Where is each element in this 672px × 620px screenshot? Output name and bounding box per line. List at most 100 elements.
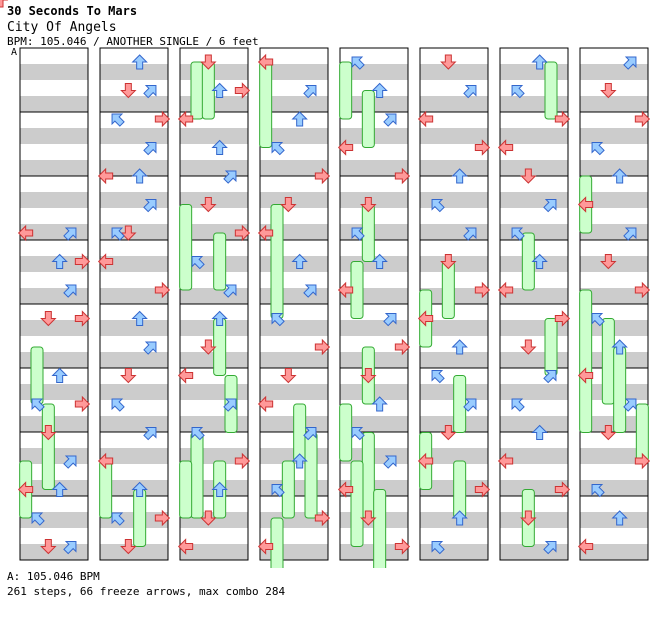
beat-stripe: [20, 288, 88, 304]
beat-stripe: [420, 320, 488, 336]
step-arrow: [554, 110, 571, 128]
freeze-arrow: [259, 61, 273, 148]
song-title: City Of Angels: [7, 20, 117, 35]
freeze-arrow: [339, 61, 353, 120]
step-arrow: [303, 284, 317, 298]
step-arrow: [431, 199, 445, 213]
step-arrow: [371, 396, 388, 412]
freeze-arrow: [601, 318, 615, 405]
step-arrow: [303, 85, 317, 99]
step-arrow: [431, 370, 445, 384]
step-chart: [0, 0, 651, 568]
step-arrow: [451, 510, 468, 526]
column-border: [179, 47, 249, 561]
step-arrow: [463, 398, 477, 412]
beat-stripe: [20, 96, 88, 112]
step-arrow: [611, 168, 628, 184]
beat-stripe: [500, 448, 568, 464]
step-arrow: [371, 82, 388, 98]
beat-stripe: [340, 320, 408, 336]
step-arrow: [531, 253, 548, 269]
step-arrow: [360, 510, 377, 526]
beat-stripe: [20, 128, 88, 144]
step-arrow: [497, 452, 514, 470]
step-arrow: [623, 398, 637, 412]
beat-stripe: [20, 160, 88, 176]
freeze-arrow: [190, 61, 204, 120]
step-arrow: [511, 227, 525, 241]
step-arrow: [223, 170, 237, 184]
song-artist: 30 Seconds To Mars: [7, 4, 138, 18]
step-arrow: [143, 199, 157, 213]
freeze-arrow: [133, 489, 147, 547]
step-arrow: [634, 281, 651, 299]
step-arrow: [623, 227, 637, 241]
step-arrow: [234, 452, 251, 470]
step-arrow: [17, 224, 34, 242]
step-arrow: [417, 452, 434, 470]
step-arrow: [497, 139, 514, 156]
step-arrow: [383, 313, 397, 327]
freeze-arrow: [213, 232, 227, 291]
beat-stripe: [420, 160, 488, 176]
freeze-arrow: [99, 460, 113, 519]
step-arrow: [177, 367, 194, 384]
step-arrow: [314, 338, 331, 356]
step-arrow: [120, 83, 137, 99]
beat-stripe: [580, 544, 648, 560]
step-arrow: [291, 453, 308, 469]
beat-stripe: [500, 288, 568, 304]
beat-stripe: [420, 544, 488, 560]
step-arrow: [211, 82, 228, 98]
beat-stripe: [100, 384, 168, 400]
beat-stripe: [580, 256, 648, 272]
freeze-arrow: [30, 346, 44, 405]
freeze-arrow: [339, 403, 353, 462]
section-marker: A: [11, 47, 18, 58]
step-arrow: [131, 168, 148, 184]
beat-stripe: [100, 320, 168, 336]
step-arrow: [40, 539, 57, 555]
beat-stripe: [180, 192, 248, 208]
step-arrow: [111, 512, 125, 526]
step-arrow: [143, 341, 157, 355]
freeze-arrow: [179, 204, 193, 291]
beat-stripe: [100, 544, 168, 560]
beat-stripe: [100, 224, 168, 240]
beat-stripe: [500, 320, 568, 336]
beat-stripe: [340, 64, 408, 80]
beat-stripe: [340, 160, 408, 176]
step-arrow: [314, 509, 331, 527]
beat-stripe: [180, 288, 248, 304]
beat-stripe: [580, 64, 648, 80]
step-arrow: [474, 481, 491, 498]
freeze-arrow: [270, 204, 284, 319]
step-arrow: [74, 253, 91, 270]
beat-stripe: [580, 192, 648, 208]
beat-stripe: [260, 160, 328, 176]
step-arrow: [154, 281, 171, 299]
freeze-arrow: [544, 318, 558, 376]
step-arrow: [280, 368, 297, 384]
freeze-arrow: [281, 460, 295, 519]
beat-stripe: [100, 352, 168, 368]
beat-stripe: [180, 384, 248, 400]
freeze-arrow: [293, 403, 307, 462]
beat-stripe: [180, 544, 248, 560]
step-arrow: [51, 481, 68, 497]
step-arrow: [154, 110, 171, 128]
step-arrow: [623, 56, 637, 70]
step-arrow: [360, 368, 377, 384]
step-arrow: [40, 311, 57, 327]
step-arrow: [120, 225, 137, 241]
step-arrow: [577, 367, 594, 384]
freeze-arrow: [453, 460, 467, 519]
step-arrow: [234, 224, 251, 242]
step-arrow: [257, 224, 274, 242]
freeze-arrow: [361, 432, 375, 519]
step-arrow: [120, 368, 137, 384]
step-arrow: [291, 253, 308, 269]
beat-stripe: [500, 160, 568, 176]
step-arrow: [600, 254, 617, 270]
step-arrow: [143, 142, 157, 156]
